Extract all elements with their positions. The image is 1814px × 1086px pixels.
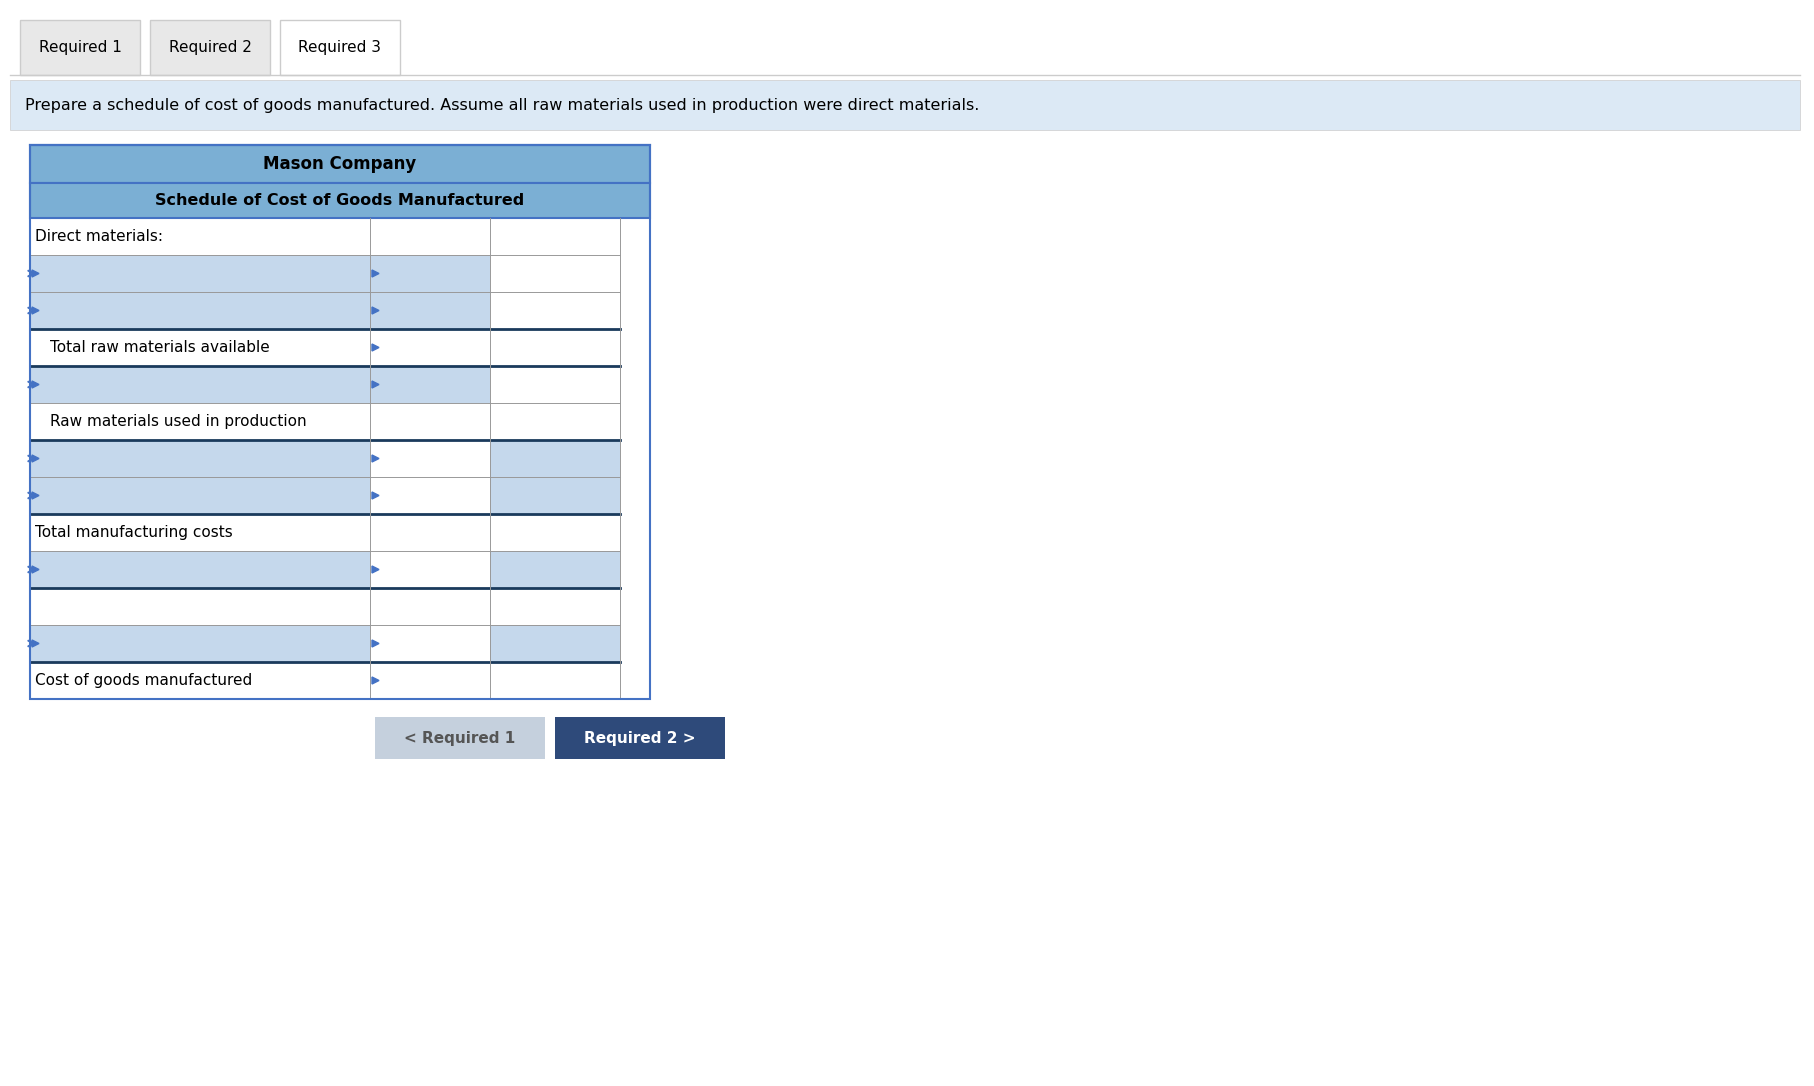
Bar <box>20 20 140 75</box>
Polygon shape <box>372 492 379 498</box>
Polygon shape <box>33 381 38 388</box>
Bar <box>31 292 370 329</box>
Bar <box>31 146 649 184</box>
Bar <box>31 626 370 662</box>
Polygon shape <box>33 270 38 277</box>
Bar <box>31 477 370 514</box>
Polygon shape <box>372 455 379 462</box>
Bar <box>490 440 620 477</box>
Bar <box>555 717 726 759</box>
Polygon shape <box>372 307 379 314</box>
Polygon shape <box>33 455 38 462</box>
Polygon shape <box>372 677 379 684</box>
Polygon shape <box>372 566 379 573</box>
Polygon shape <box>372 640 379 647</box>
Bar <box>31 366 370 403</box>
Text: Required 1: Required 1 <box>38 40 122 55</box>
Text: Raw materials used in production: Raw materials used in production <box>51 414 307 429</box>
Bar <box>31 551 370 588</box>
Bar <box>490 477 620 514</box>
Polygon shape <box>33 640 38 647</box>
Bar <box>490 626 620 662</box>
Polygon shape <box>372 270 379 277</box>
Text: Cost of goods manufactured: Cost of goods manufactured <box>34 673 252 689</box>
Bar <box>31 255 370 292</box>
Bar <box>490 551 620 588</box>
Polygon shape <box>372 381 379 388</box>
Polygon shape <box>33 307 38 314</box>
Text: Direct materials:: Direct materials: <box>34 229 163 244</box>
Text: Required 2 >: Required 2 > <box>584 731 697 745</box>
Bar <box>31 440 370 477</box>
Polygon shape <box>372 344 379 351</box>
Bar <box>375 717 544 759</box>
Text: Total raw materials available: Total raw materials available <box>51 340 270 355</box>
Bar <box>31 146 649 699</box>
Text: < Required 1: < Required 1 <box>405 731 515 745</box>
Polygon shape <box>33 566 38 573</box>
Bar <box>279 20 401 75</box>
Text: Mason Company: Mason Company <box>263 155 417 173</box>
Polygon shape <box>33 492 38 498</box>
Text: Total manufacturing costs: Total manufacturing costs <box>34 525 232 540</box>
Text: Required 3: Required 3 <box>299 40 381 55</box>
Bar <box>31 184 649 218</box>
Bar <box>151 20 270 75</box>
Text: Required 2: Required 2 <box>169 40 252 55</box>
Bar <box>370 366 490 403</box>
Bar <box>11 80 1799 130</box>
Text: Schedule of Cost of Goods Manufactured: Schedule of Cost of Goods Manufactured <box>156 193 524 209</box>
Bar <box>370 292 490 329</box>
Bar <box>370 255 490 292</box>
Text: Prepare a schedule of cost of goods manufactured. Assume all raw materials used : Prepare a schedule of cost of goods manu… <box>25 98 980 113</box>
